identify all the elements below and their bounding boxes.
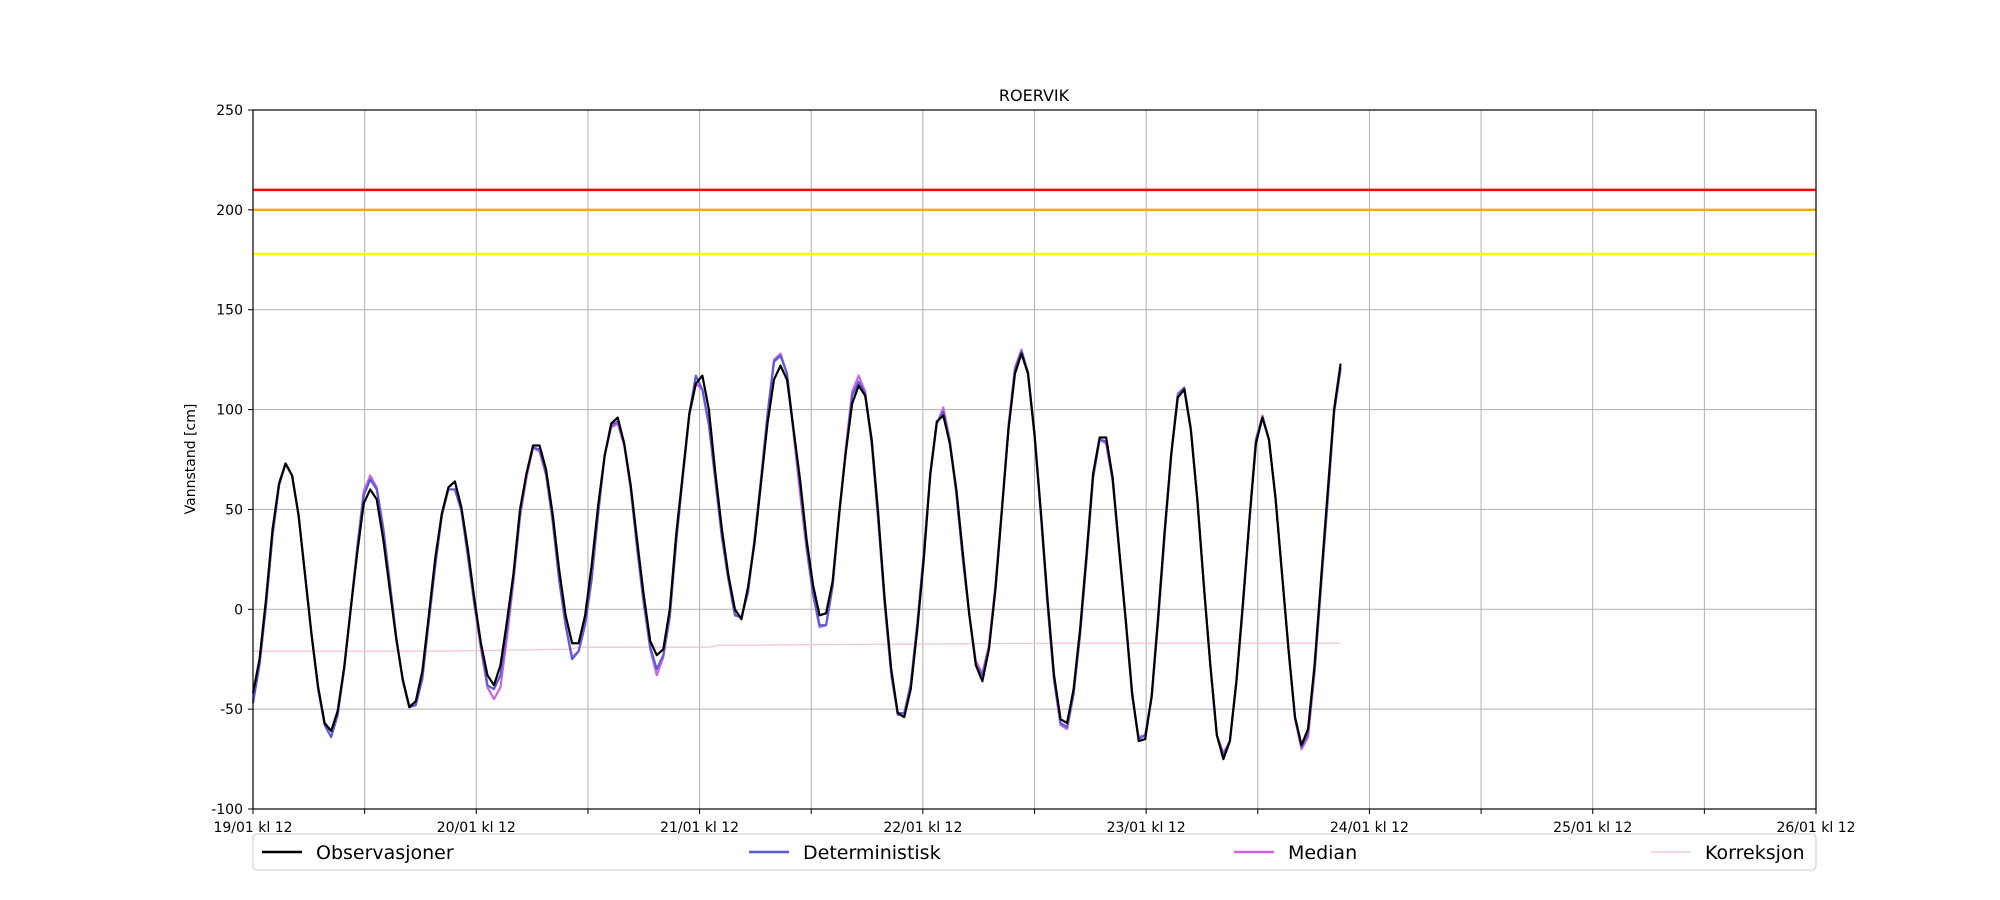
x-tick-label: 21/01 kl 12 — [660, 820, 739, 836]
y-tick-label: 250 — [216, 103, 243, 119]
legend-label-deterministisk: Deterministisk — [803, 842, 941, 864]
y-tick-label: 50 — [225, 502, 243, 518]
y-axis-label: Vannstand [cm] — [183, 404, 199, 515]
chart-title: ROERVIK — [999, 86, 1070, 105]
x-tick-label: 26/01 kl 12 — [1776, 820, 1855, 836]
y-tick-label: 0 — [234, 602, 243, 618]
y-tick-label: -50 — [220, 702, 243, 718]
x-tick-label: 25/01 kl 12 — [1553, 820, 1632, 836]
series-line-korreksjon — [253, 642, 1341, 652]
x-tick-label: 20/01 kl 12 — [437, 820, 516, 836]
legend-label-median: Median — [1288, 842, 1357, 864]
x-tick-label: 24/01 kl 12 — [1330, 820, 1409, 836]
legend-label-korreksjon: Korreksjon — [1705, 842, 1805, 864]
y-tick-label: 150 — [216, 303, 243, 319]
x-tick-label: 23/01 kl 12 — [1107, 820, 1186, 836]
legend-box — [252, 833, 1817, 871]
series-line-observasjoner — [251, 352, 1342, 761]
x-axis-ticks: 19/01 kl 12 20/01 kl 12 21/01 kl 12 22/01 k… — [213, 809, 1856, 836]
series-lines — [251, 348, 1342, 761]
y-tick-label: 100 — [216, 403, 243, 419]
threshold-lines — [253, 188, 1816, 255]
x-tick-label: 19/01 kl 12 — [213, 820, 292, 836]
legend-label-observasjoner: Observasjoner — [316, 842, 454, 864]
y-tick-label: 200 — [216, 203, 243, 219]
x-tick-label: 22/01 kl 12 — [883, 820, 962, 836]
y-tick-label: -100 — [211, 802, 243, 818]
legend: Observasjoner Deterministisk Median Korreks… — [252, 833, 1817, 871]
y-axis-ticks: -100 -50 0 50 100 150 200 250 — [211, 103, 253, 818]
